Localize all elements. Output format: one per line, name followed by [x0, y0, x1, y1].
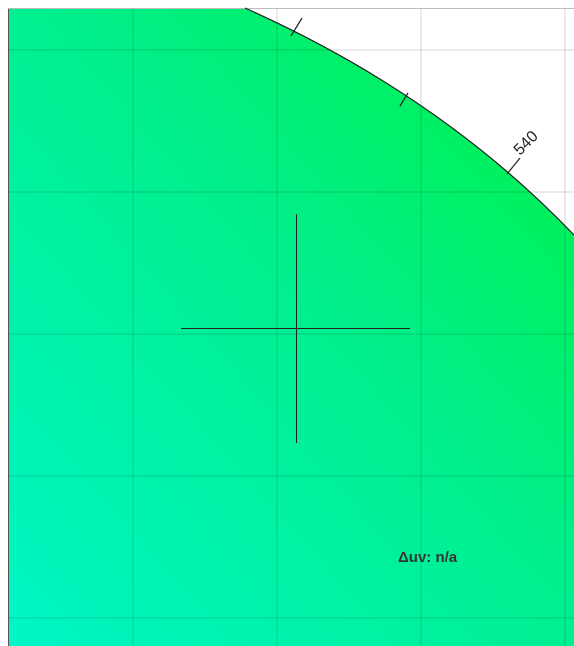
delta-uv-readout: Δuv: n/a [398, 549, 458, 566]
gamut-fill [8, 8, 574, 646]
spectral-locus [244, 7, 574, 236]
locus-ticks [290, 17, 521, 175]
grid [8, 8, 574, 646]
crosshair [181, 214, 410, 443]
